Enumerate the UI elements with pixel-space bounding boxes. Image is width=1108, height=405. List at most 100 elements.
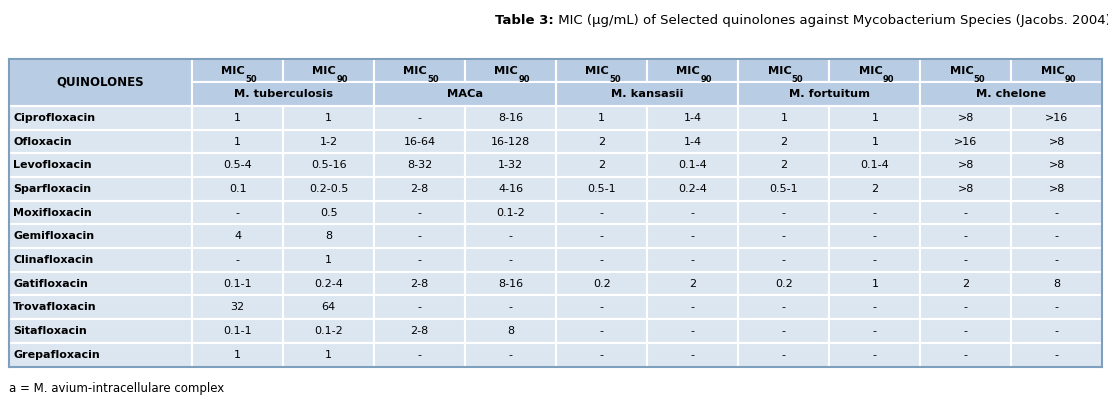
Text: 50: 50 — [974, 75, 985, 84]
Bar — [738, 59, 830, 82]
Text: 90: 90 — [1065, 75, 1076, 84]
Bar — [9, 224, 192, 248]
Text: -: - — [418, 303, 422, 312]
Text: 32: 32 — [230, 303, 245, 312]
Bar — [9, 296, 192, 319]
Text: Levofloxacin: Levofloxacin — [13, 160, 92, 170]
Text: MIC: MIC — [1040, 66, 1065, 76]
Text: -: - — [236, 208, 239, 217]
Text: -: - — [873, 350, 876, 360]
Bar — [465, 248, 556, 272]
Text: 1-4: 1-4 — [684, 113, 701, 123]
Text: -: - — [1055, 208, 1059, 217]
Bar — [647, 59, 738, 82]
Bar — [921, 106, 1012, 130]
Text: -: - — [690, 303, 695, 312]
Text: -: - — [782, 326, 786, 336]
Bar — [647, 272, 738, 296]
Text: 2: 2 — [598, 136, 605, 147]
Text: -: - — [964, 350, 968, 360]
Bar — [556, 59, 647, 82]
Bar — [284, 248, 375, 272]
Text: -: - — [418, 255, 422, 265]
Text: >16: >16 — [1045, 113, 1068, 123]
Bar — [192, 296, 284, 319]
Bar — [192, 177, 284, 201]
Text: -: - — [873, 231, 876, 241]
Bar — [556, 130, 647, 153]
Text: 90: 90 — [700, 75, 711, 84]
Text: >8: >8 — [1049, 184, 1065, 194]
Bar — [465, 319, 556, 343]
Bar — [375, 296, 465, 319]
Bar — [284, 59, 375, 82]
Text: -: - — [509, 255, 513, 265]
Bar — [465, 224, 556, 248]
Text: M. tuberculosis: M. tuberculosis — [234, 89, 332, 99]
Text: -: - — [873, 326, 876, 336]
Bar — [647, 201, 738, 224]
Text: -: - — [1055, 255, 1059, 265]
Text: -: - — [964, 208, 968, 217]
Text: Trovafloxacin: Trovafloxacin — [13, 303, 96, 312]
Bar — [1012, 272, 1102, 296]
Text: 1: 1 — [871, 136, 879, 147]
Text: Moxifloxacin: Moxifloxacin — [13, 208, 92, 217]
Bar — [465, 343, 556, 367]
Bar — [830, 272, 921, 296]
Text: >8: >8 — [1049, 160, 1065, 170]
Bar — [1012, 106, 1102, 130]
Text: -: - — [690, 255, 695, 265]
Text: >8: >8 — [957, 113, 974, 123]
Text: MIC: MIC — [222, 66, 245, 76]
Text: -: - — [964, 231, 968, 241]
Bar — [192, 130, 284, 153]
Bar — [738, 319, 830, 343]
Bar — [9, 177, 192, 201]
Bar — [465, 106, 556, 130]
Text: M. chelone: M. chelone — [976, 89, 1046, 99]
Text: MIC: MIC — [677, 66, 700, 76]
Text: 90: 90 — [519, 75, 530, 84]
Text: -: - — [964, 326, 968, 336]
Bar — [647, 343, 738, 367]
Bar — [465, 153, 556, 177]
Bar — [1012, 153, 1102, 177]
Bar — [921, 59, 1012, 82]
Bar — [738, 130, 830, 153]
Bar — [192, 224, 284, 248]
Text: Ciprofloxacin: Ciprofloxacin — [13, 113, 95, 123]
Bar — [375, 201, 465, 224]
Text: 4-16: 4-16 — [499, 184, 523, 194]
Text: MIC: MIC — [585, 66, 609, 76]
Bar — [375, 319, 465, 343]
Bar — [465, 130, 556, 153]
Text: 8-32: 8-32 — [407, 160, 432, 170]
Bar — [9, 106, 192, 130]
Bar — [1012, 248, 1102, 272]
Bar — [830, 296, 921, 319]
Bar — [738, 224, 830, 248]
Text: 0.5: 0.5 — [320, 208, 338, 217]
Text: -: - — [782, 255, 786, 265]
Bar — [465, 201, 556, 224]
Text: MIC: MIC — [494, 66, 519, 76]
Bar — [192, 201, 284, 224]
Text: -: - — [599, 326, 604, 336]
Text: 0.2: 0.2 — [593, 279, 611, 289]
Bar — [921, 272, 1012, 296]
Bar — [738, 177, 830, 201]
Text: Sparfloxacin: Sparfloxacin — [13, 184, 92, 194]
Text: -: - — [964, 255, 968, 265]
Text: -: - — [599, 255, 604, 265]
Text: Table 3:: Table 3: — [495, 14, 554, 27]
Text: MIC: MIC — [950, 66, 973, 76]
Bar — [556, 153, 647, 177]
Text: Sitafloxacin: Sitafloxacin — [13, 326, 88, 336]
Bar — [830, 177, 921, 201]
Text: 2-8: 2-8 — [411, 279, 429, 289]
Text: QUINOLONES: QUINOLONES — [57, 76, 144, 89]
Bar — [830, 130, 921, 153]
Bar — [556, 319, 647, 343]
Text: 1: 1 — [325, 255, 332, 265]
